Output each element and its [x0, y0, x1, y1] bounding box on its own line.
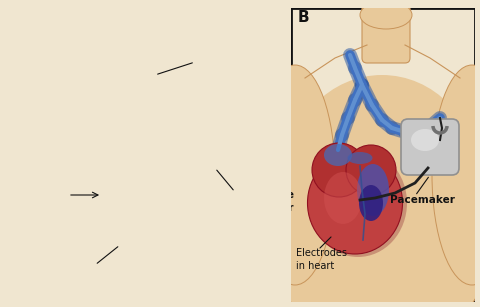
Ellipse shape — [324, 144, 352, 166]
Ellipse shape — [411, 129, 439, 151]
Ellipse shape — [134, 180, 162, 220]
Ellipse shape — [309, 149, 407, 257]
Ellipse shape — [109, 0, 177, 22]
Text: Pacemaker: Pacemaker — [390, 195, 455, 205]
Bar — [291, 8, 475, 302]
Ellipse shape — [73, 144, 183, 262]
Text: A: A — [14, 10, 26, 25]
Ellipse shape — [432, 65, 480, 285]
FancyBboxPatch shape — [188, 128, 222, 172]
FancyBboxPatch shape — [362, 3, 410, 63]
Ellipse shape — [14, 70, 274, 270]
Ellipse shape — [308, 152, 403, 254]
Ellipse shape — [348, 152, 372, 164]
Ellipse shape — [357, 164, 389, 216]
Text: Electrodes
inserted into
vein leading
to heart: Electrodes inserted into vein leading to… — [178, 10, 240, 58]
FancyBboxPatch shape — [113, 0, 173, 70]
Ellipse shape — [108, 0, 178, 30]
Text: B: B — [298, 10, 310, 25]
Ellipse shape — [100, 141, 135, 169]
Ellipse shape — [118, 138, 143, 158]
Circle shape — [346, 145, 396, 195]
Ellipse shape — [277, 175, 480, 307]
Text: Electrodes
in heart: Electrodes in heart — [296, 248, 347, 271]
Ellipse shape — [73, 138, 189, 262]
Ellipse shape — [359, 185, 383, 221]
Ellipse shape — [287, 75, 477, 275]
Ellipse shape — [324, 172, 362, 224]
Ellipse shape — [255, 65, 335, 285]
Text: Implantable
defibrillator
inserted
under skin: Implantable defibrillator inserted under… — [228, 190, 295, 239]
Ellipse shape — [91, 160, 135, 220]
Ellipse shape — [0, 160, 294, 307]
Ellipse shape — [0, 30, 40, 290]
Circle shape — [76, 128, 140, 192]
Ellipse shape — [360, 1, 412, 29]
Bar — [201, 126, 209, 132]
Text: Right atrium and ventricle: Right atrium and ventricle — [35, 263, 164, 273]
Bar — [0, 0, 288, 307]
Ellipse shape — [250, 30, 370, 290]
Ellipse shape — [131, 155, 169, 215]
Ellipse shape — [114, 110, 174, 290]
FancyBboxPatch shape — [401, 119, 459, 175]
Ellipse shape — [118, 138, 148, 153]
Circle shape — [116, 130, 176, 190]
Circle shape — [312, 143, 366, 197]
FancyBboxPatch shape — [192, 131, 218, 151]
Text: Electrodes
in heart: Electrodes in heart — [12, 182, 63, 205]
